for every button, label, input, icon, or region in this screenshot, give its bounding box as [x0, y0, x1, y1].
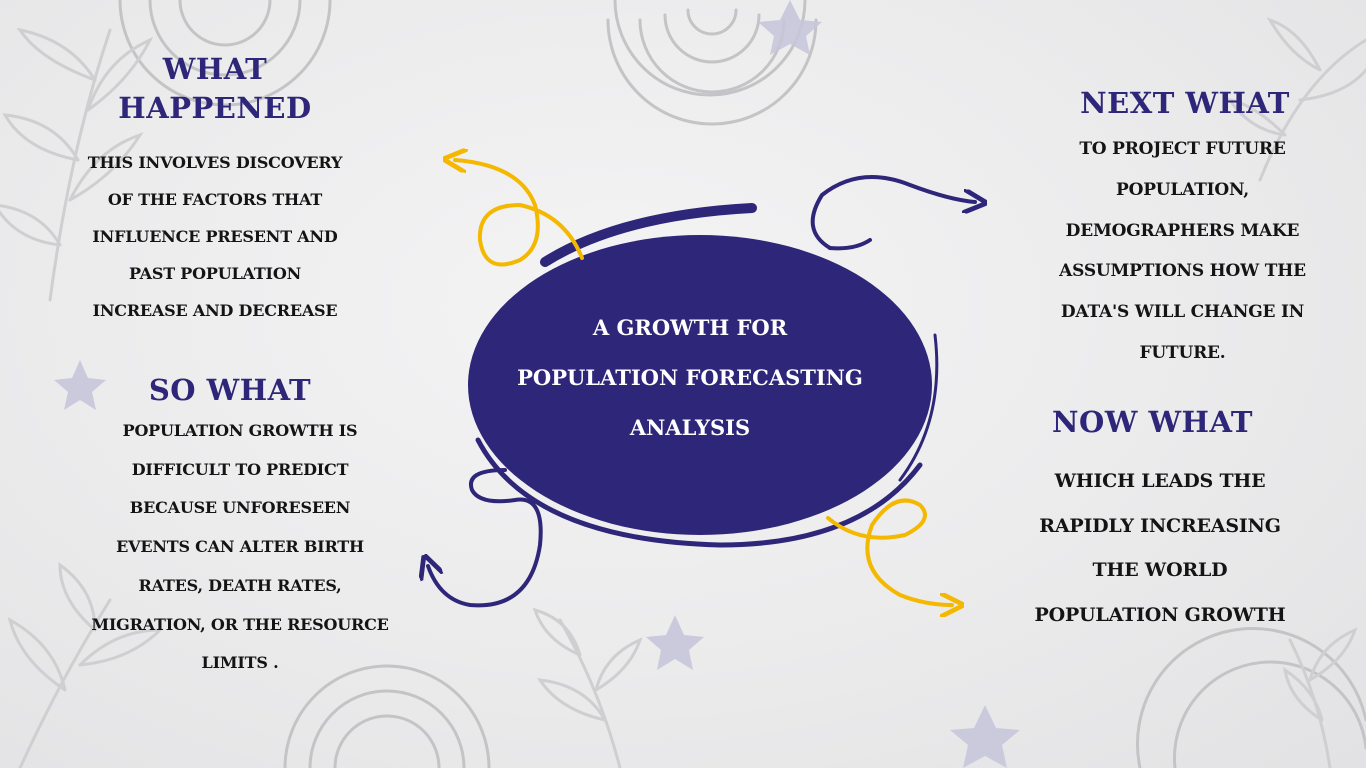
brush-stroke-right: [898, 333, 939, 482]
leaf-branch-bottom-left-icon: [7, 562, 164, 768]
so-what-line: EVENTS CAN ALTER BIRTH: [116, 537, 364, 557]
next-what-line: FUTURE.: [1139, 342, 1226, 363]
what-happened-title-line: HAPPENED: [118, 91, 312, 125]
next-what-line: DEMOGRAPHERS MAKE: [1065, 220, 1300, 241]
star-icon: [54, 360, 106, 410]
next-what-line: TO PROJECT FUTURE: [1079, 139, 1286, 159]
center-title-line: A GROWTH FOR: [592, 315, 788, 340]
now-what-line: RAPIDLY INCREASING: [1039, 514, 1281, 537]
so-what-line: POPULATION GROWTH IS: [122, 421, 358, 440]
leaf-branch-right-icon: [1226, 17, 1366, 182]
brush-stroke-bottom: [475, 437, 923, 548]
what-happened-line: OF THE FACTORS THAT: [107, 190, 323, 209]
concentric-arcs-bottom-icon: [283, 664, 491, 768]
now-what-line: THE WORLD: [1092, 559, 1228, 581]
arrow-bottom-left-icon: [428, 468, 543, 608]
star-icon: [950, 705, 1020, 768]
center-title: A GROWTH FOR POPULATION FORECASTING ANAL…: [470, 303, 910, 453]
so-what-line: DIFFICULT TO PREDICT: [131, 459, 349, 479]
what-happened-line: THIS INVOLVES DISCOVERY: [87, 153, 343, 172]
star-icon: [758, 0, 822, 55]
so-what-line: RATES, DEATH RATES,: [138, 575, 342, 595]
so-what-body: POPULATION GROWTH IS DIFFICULT TO PREDIC…: [70, 412, 410, 683]
concentric-arcs-corner-icon: [118, 0, 332, 107]
leaf-branch-left-icon: [0, 27, 154, 302]
leaf-branch-bottom-center-icon: [532, 607, 643, 768]
so-what-line: LIMITS .: [201, 653, 279, 673]
next-what-line: POPULATION,: [1116, 179, 1249, 200]
what-happened-line: INCREASE AND DECREASE: [92, 301, 338, 320]
leaf-branch-bottom-right-icon: [1282, 627, 1358, 768]
next-what-body: TO PROJECT FUTURE POPULATION, DEMOGRAPHE…: [1030, 129, 1335, 374]
what-happened-line: PAST POPULATION: [128, 264, 301, 283]
arrow-bottom-right-icon: [826, 498, 952, 606]
concentric-arcs-right-icon: [1136, 626, 1366, 768]
now-what-line: POPULATION GROWTH: [1034, 603, 1286, 626]
what-happened-title: WHAT HAPPENED: [90, 50, 340, 128]
what-happened-body: THIS INVOLVES DISCOVERY OF THE FACTORS T…: [60, 144, 370, 329]
center-title-line: ANALYSIS: [629, 415, 751, 440]
next-what-line: DATA'S WILL CHANGE IN: [1060, 302, 1305, 323]
now-what-title: NOW WHAT: [1052, 405, 1253, 439]
so-what-line: BECAUSE UNFORESEEN: [129, 498, 351, 518]
now-what-line: WHICH LEADS THE: [1054, 470, 1266, 492]
arrow-top-right-icon: [810, 175, 975, 250]
brush-stroke-top: [540, 203, 757, 267]
so-what-title: SO WHAT: [148, 373, 312, 407]
loop-top-right: [828, 238, 872, 251]
center-title-line: POPULATION FORECASTING: [517, 365, 863, 390]
what-happened-line: INFLUENCE PRESENT AND: [92, 227, 338, 246]
now-what-body: WHICH LEADS THE RAPIDLY INCREASING THE W…: [1010, 459, 1310, 637]
arrow-top-left-icon: [455, 160, 584, 267]
what-happened-title-line: WHAT: [162, 52, 268, 86]
center-ellipse: [468, 235, 932, 535]
so-what-line: MIGRATION, OR THE RESOURCE: [91, 614, 389, 634]
star-icon: [646, 615, 704, 670]
next-what-title: NEXT WHAT: [1080, 86, 1290, 120]
next-what-line: ASSUMPTIONS HOW THE: [1059, 261, 1306, 282]
